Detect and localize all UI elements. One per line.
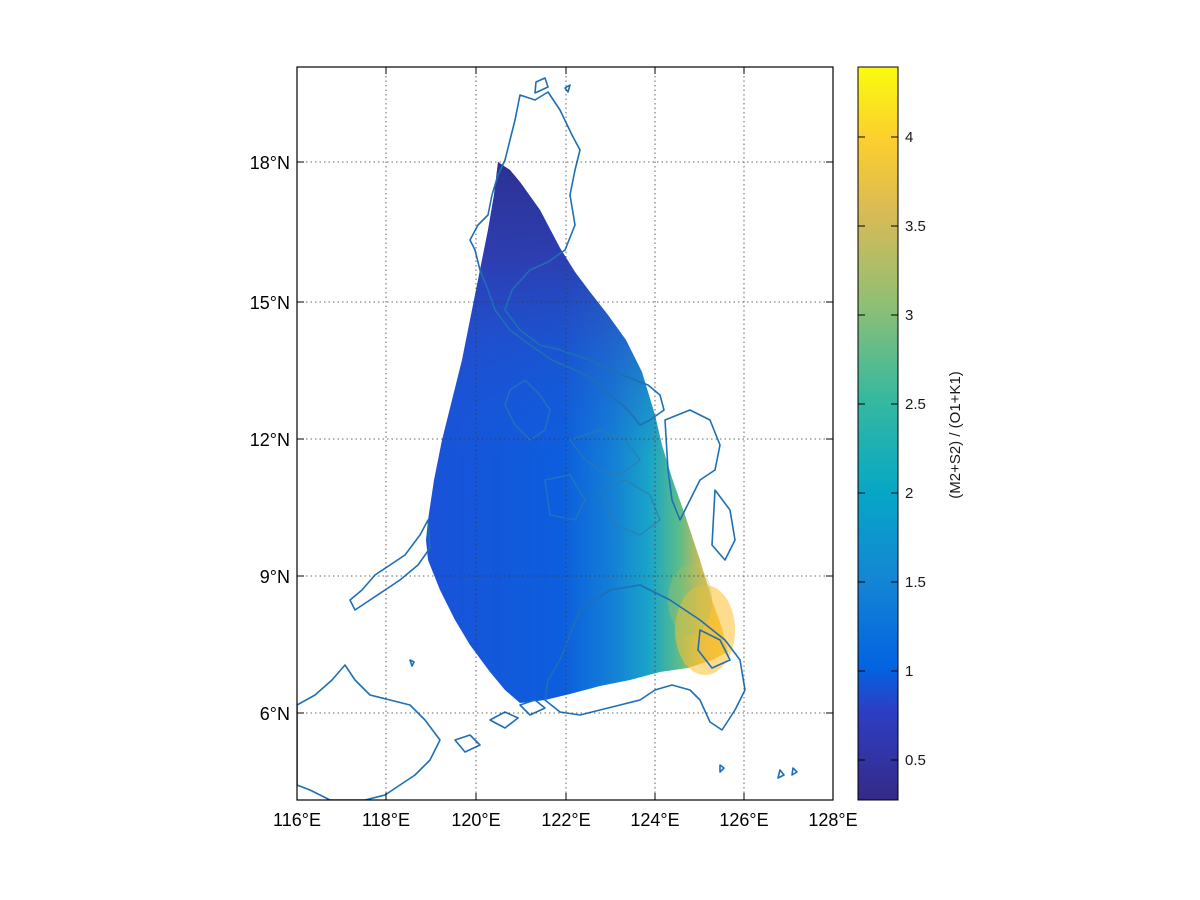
x-tick-label: 124°E bbox=[630, 810, 679, 830]
y-tick-marks bbox=[297, 161, 833, 714]
y-tick-label: 15°N bbox=[250, 293, 290, 313]
y-tick-label: 18°N bbox=[250, 153, 290, 173]
x-tick-label: 122°E bbox=[541, 810, 590, 830]
graticule bbox=[297, 67, 833, 800]
colorbar: 0.5 1 1.5 2 2.5 3 3.5 4 (M2+S2) / (O1+K1… bbox=[857, 66, 964, 801]
x-tick-label: 120°E bbox=[451, 810, 500, 830]
colorbar-tick-label: 3 bbox=[905, 307, 913, 324]
colorbar-tick-label: 0.5 bbox=[905, 752, 926, 769]
colorbar-label: (M2+S2) / (O1+K1) bbox=[947, 371, 964, 499]
x-tick-marks bbox=[385, 67, 745, 800]
x-tick-label: 126°E bbox=[719, 810, 768, 830]
coastlines bbox=[297, 77, 798, 800]
colorbar-tick-label: 1.5 bbox=[905, 574, 926, 591]
colorbar-tick-label: 4 bbox=[905, 129, 913, 146]
colorbar-tick-label: 2.5 bbox=[905, 396, 926, 413]
x-tick-label: 128°E bbox=[808, 810, 857, 830]
x-tick-label: 118°E bbox=[362, 810, 410, 830]
y-tick-label: 9°N bbox=[260, 567, 290, 587]
colorbar-ticks bbox=[858, 136, 898, 761]
y-tick-label: 6°N bbox=[260, 704, 290, 724]
colorbar-tick-label: 2 bbox=[905, 485, 913, 502]
colorbar-tick-label: 1 bbox=[905, 663, 913, 680]
tidal-ratio-field bbox=[426, 162, 735, 703]
colorbar-tick-label: 3.5 bbox=[905, 218, 926, 235]
x-tick-label: 116°E bbox=[273, 810, 321, 830]
y-tick-labels: 6°N 9°N 12°N 15°N 18°N bbox=[250, 153, 290, 724]
colorbar-gradient bbox=[857, 66, 899, 801]
y-tick-label: 12°N bbox=[250, 430, 290, 450]
x-tick-labels: 116°E 118°E 120°E 122°E 124°E 126°E 128°… bbox=[273, 810, 858, 830]
map-axes-frame bbox=[296, 66, 834, 801]
